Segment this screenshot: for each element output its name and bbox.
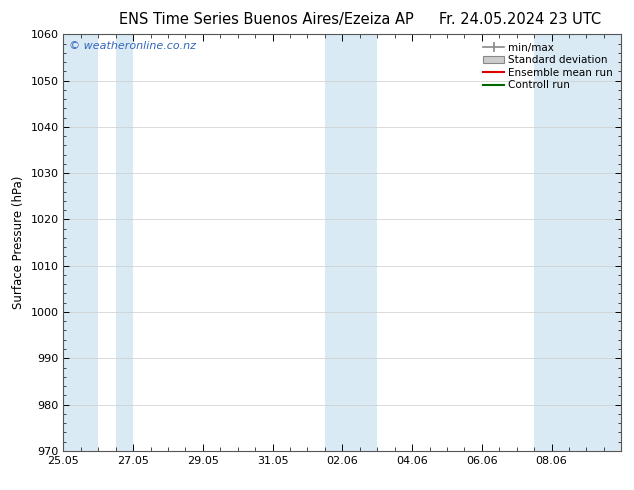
Bar (63, 34, 98, 451)
Bar (115, 34, 133, 451)
Legend: min/max, Standard deviation, Ensemble mean run, Controll run: min/max, Standard deviation, Ensemble me… (480, 40, 616, 94)
Bar (325, 34, 377, 451)
Text: Fr. 24.05.2024 23 UTC: Fr. 24.05.2024 23 UTC (439, 12, 601, 27)
Y-axis label: Surface Pressure (hPa): Surface Pressure (hPa) (12, 176, 25, 309)
Text: © weatheronline.co.nz: © weatheronline.co.nz (69, 41, 196, 50)
Bar (534, 34, 621, 451)
Text: ENS Time Series Buenos Aires/Ezeiza AP: ENS Time Series Buenos Aires/Ezeiza AP (119, 12, 413, 27)
